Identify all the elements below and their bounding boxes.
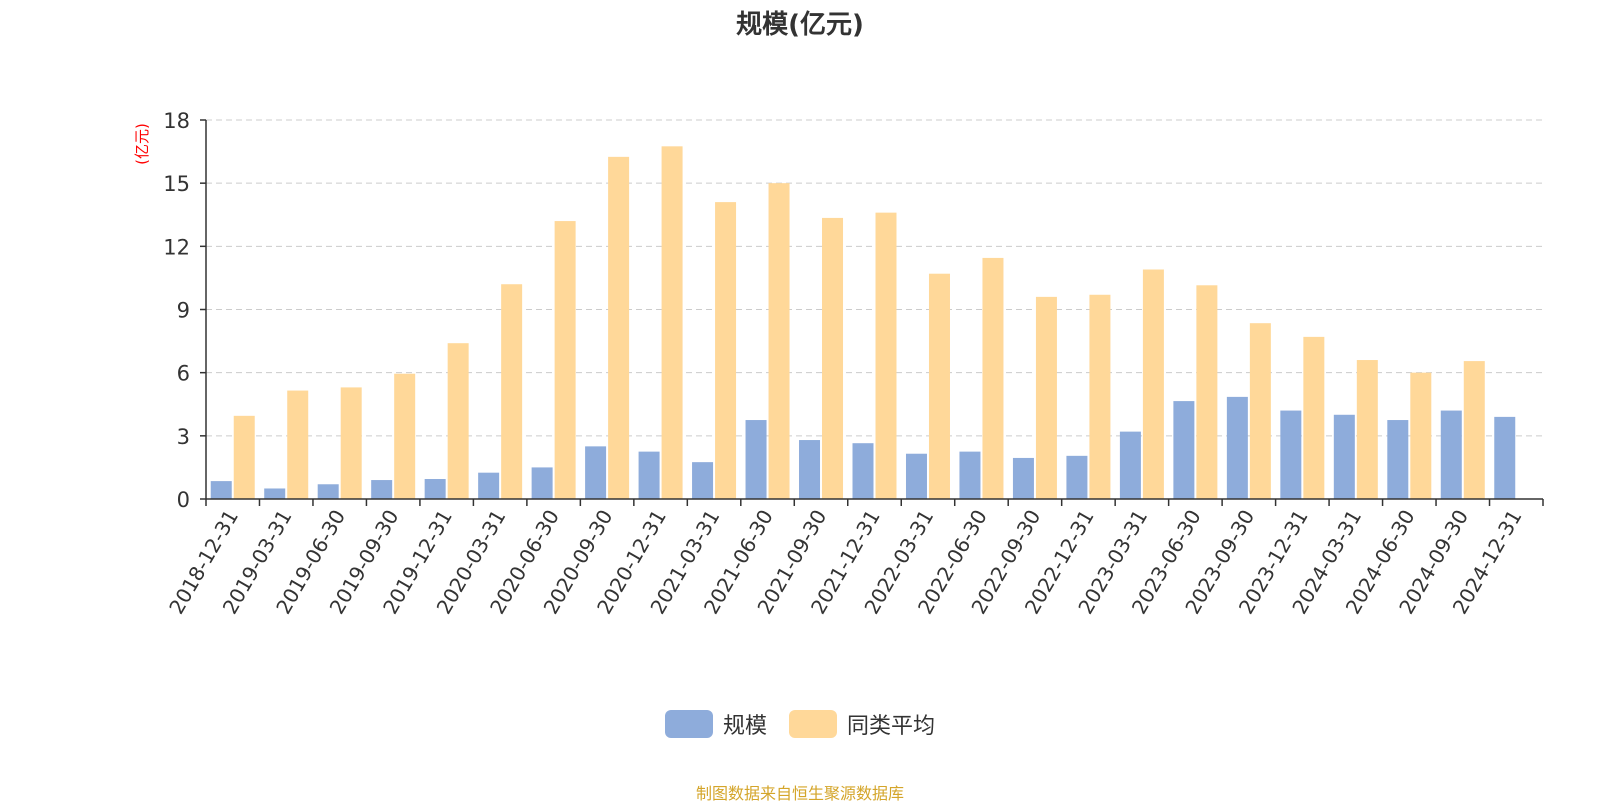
bar-peer-average xyxy=(233,415,255,499)
bar-peer-average xyxy=(501,284,523,499)
bar-peer-average xyxy=(554,221,576,500)
bar-scale xyxy=(1333,414,1355,499)
bar-scale xyxy=(692,462,714,499)
y-axis-label: (亿元) xyxy=(133,123,151,165)
bar-scale xyxy=(905,453,927,499)
y-tick-label: 9 xyxy=(177,299,190,323)
bar-peer-average xyxy=(1303,336,1325,499)
bar-peer-average xyxy=(822,217,844,500)
bar-scale xyxy=(424,478,446,499)
bar-peer-average xyxy=(1249,323,1271,499)
bar-scale xyxy=(852,443,874,499)
chart-title: 规模(亿元) xyxy=(736,10,864,40)
bar-scale xyxy=(799,440,821,499)
legend-label-peer-average: 同类平均 xyxy=(847,714,936,739)
y-tick-label: 6 xyxy=(177,362,190,386)
bar-peer-average xyxy=(928,273,950,499)
legend-label-scale: 规模 xyxy=(722,714,767,739)
y-tick-labels: 0 3 6 9 12 15 18 xyxy=(163,109,206,512)
bar-peer-average xyxy=(1142,269,1164,499)
bar-peer-average xyxy=(661,146,683,499)
bar-peer-average xyxy=(768,183,790,499)
legend-swatch-scale xyxy=(664,710,713,738)
bar-peer-average xyxy=(287,390,309,499)
y-tick-label: 15 xyxy=(163,172,190,196)
bar-scale xyxy=(371,480,393,499)
bar-scale xyxy=(1280,410,1302,499)
bar-peer-average xyxy=(715,202,737,499)
legend-item-peer-average[interactable]: 同类平均 xyxy=(789,708,935,740)
bar-scale xyxy=(1066,455,1088,499)
legend-item-scale[interactable]: 规模 xyxy=(664,708,767,740)
bar-scale xyxy=(1440,410,1462,499)
y-tick-label: 0 xyxy=(177,488,190,512)
bar-scale xyxy=(317,484,339,499)
bar-scale xyxy=(745,420,767,499)
bar-scale xyxy=(585,446,607,499)
bar-scale xyxy=(264,488,286,499)
x-tick-labels: 2018-12-312019-03-312019-06-302019-09-30… xyxy=(164,505,1526,618)
bar-scale xyxy=(638,451,660,499)
bar-peer-average xyxy=(1356,360,1378,499)
bar-peer-average xyxy=(1463,361,1485,499)
y-tick-label: 12 xyxy=(163,235,190,259)
bar-scale xyxy=(1226,396,1248,499)
legend-swatch-peer-average xyxy=(789,710,837,738)
y-tick-label: 18 xyxy=(163,109,190,133)
bar-peer-average xyxy=(1410,372,1432,499)
bar-scale xyxy=(1119,431,1141,499)
source-note: 制图数据来自恒生聚源数据库 xyxy=(695,784,904,803)
y-tick-label: 3 xyxy=(177,425,190,449)
bar-peer-average xyxy=(1089,294,1111,499)
legend: 规模 同类平均 xyxy=(0,708,1600,740)
bar-scale xyxy=(210,481,232,499)
bar-peer-average xyxy=(608,156,630,499)
bar-scale xyxy=(478,472,500,499)
bar-peer-average xyxy=(340,387,362,499)
bar-scale xyxy=(1387,420,1409,499)
bar-scale xyxy=(959,451,981,499)
bar-peer-average xyxy=(394,373,416,499)
bar-scale xyxy=(1494,416,1516,499)
bar-peer-average xyxy=(1035,296,1057,499)
bar-scale xyxy=(531,467,553,499)
bar-peer-average xyxy=(875,212,897,499)
bar-peer-average xyxy=(982,257,1004,499)
bar-scale xyxy=(1012,457,1034,499)
bar-peer-average xyxy=(447,343,469,499)
bars xyxy=(210,146,1516,500)
bar-scale xyxy=(1173,401,1195,499)
bar-peer-average xyxy=(1196,285,1218,499)
